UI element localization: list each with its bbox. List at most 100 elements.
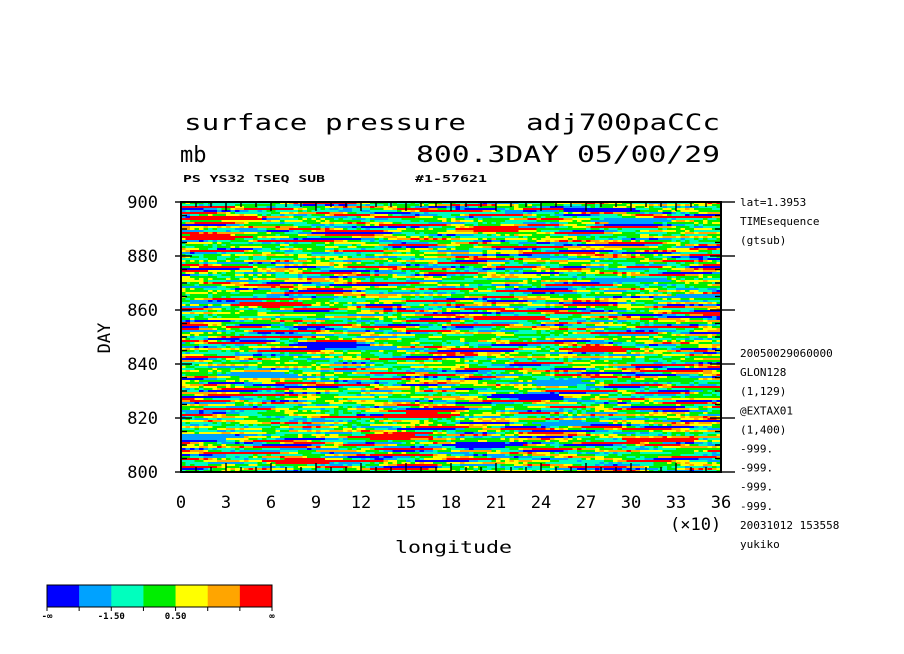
heatmap-cell — [487, 248, 493, 251]
heatmap-cell — [280, 272, 286, 275]
heatmap-cell — [635, 252, 641, 255]
heatmap-cell — [635, 226, 641, 229]
heatmap-cell — [563, 218, 569, 221]
heatmap-cell — [379, 280, 385, 283]
heatmap-cell — [599, 212, 605, 215]
heatmap-cell — [406, 220, 412, 223]
heatmap-cell — [496, 220, 502, 223]
heatmap-cell — [577, 208, 583, 211]
heatmap-cell — [590, 216, 596, 219]
heatmap-cell — [311, 272, 317, 275]
heatmap-cell — [509, 236, 515, 239]
heatmap-cell — [491, 208, 497, 211]
heatmap-cell — [257, 278, 263, 281]
heatmap-cell — [181, 276, 187, 279]
heatmap-cell — [248, 248, 254, 251]
heatmap-cell — [712, 216, 718, 219]
heatmap-cell — [676, 262, 682, 265]
heatmap-cell — [640, 250, 646, 253]
heatmap-cell — [514, 260, 520, 263]
heatmap-cell — [712, 280, 718, 283]
heatmap-cell — [271, 238, 277, 241]
heatmap-cell — [617, 270, 623, 273]
heatmap-cell — [316, 230, 322, 233]
heatmap-cell — [622, 272, 628, 275]
heatmap-cell — [446, 212, 452, 215]
heatmap-cell — [298, 278, 304, 281]
heatmap-cell — [361, 230, 367, 233]
heatmap-cell — [203, 266, 209, 269]
heatmap-cell — [482, 276, 488, 279]
heatmap-cell — [370, 268, 376, 271]
heatmap-cell — [284, 234, 290, 237]
heatmap-cell — [334, 216, 340, 219]
heatmap-cell — [271, 250, 277, 253]
heatmap-cell — [667, 252, 673, 255]
heatmap-cell — [482, 278, 488, 281]
heatmap-cell — [658, 272, 664, 275]
heatmap-cell — [410, 254, 416, 257]
heatmap-cell — [581, 216, 587, 219]
heatmap-cell — [307, 224, 313, 227]
heatmap-cell — [640, 224, 646, 227]
heatmap-cell — [343, 244, 349, 247]
heatmap-cell — [496, 202, 502, 205]
heatmap-cell — [257, 224, 263, 227]
heatmap-cell — [590, 224, 596, 227]
heatmap-cell — [320, 280, 326, 283]
heatmap-cell — [338, 272, 344, 275]
heatmap-cell — [622, 226, 628, 229]
heatmap-cell — [365, 240, 371, 243]
heatmap-cell — [442, 258, 448, 261]
heatmap-cell — [685, 278, 691, 281]
heatmap-cell — [541, 248, 547, 251]
heatmap-cell — [689, 238, 695, 241]
heatmap-cell — [473, 274, 479, 277]
heatmap-cell — [559, 282, 565, 285]
heatmap-cell — [316, 276, 322, 279]
heatmap-cell — [451, 206, 457, 209]
heatmap-cell — [554, 244, 560, 247]
heatmap-cell — [289, 272, 295, 275]
heatmap-cell — [635, 250, 641, 253]
heatmap-cell — [365, 276, 371, 279]
heatmap-cell — [185, 224, 191, 227]
heatmap-cell — [424, 240, 430, 243]
heatmap-cell — [613, 240, 619, 243]
heatmap-cell — [541, 234, 547, 237]
heatmap-cell — [532, 210, 538, 213]
heatmap-cell — [307, 254, 313, 257]
heatmap-cell — [388, 278, 394, 281]
heatmap-cell — [293, 232, 299, 235]
heatmap-cell — [280, 240, 286, 243]
heatmap-cell — [649, 220, 655, 223]
heatmap-cell — [374, 206, 380, 209]
heatmap-cell — [406, 278, 412, 281]
heatmap-cell — [325, 204, 331, 207]
heatmap-cell — [622, 242, 628, 245]
heatmap-cell — [374, 216, 380, 219]
heatmap-cell — [599, 274, 605, 277]
heatmap-cell — [550, 232, 556, 235]
heatmap-cell — [608, 276, 614, 279]
heatmap-cell — [293, 216, 299, 219]
heatmap-cell — [640, 242, 646, 245]
heatmap-cell — [577, 252, 583, 255]
heatmap-cell — [356, 280, 362, 283]
heatmap-cell — [433, 220, 439, 223]
heatmap-cell — [514, 278, 520, 281]
heatmap-cell — [338, 256, 344, 259]
heatmap-cell — [581, 262, 587, 265]
heatmap-cell — [496, 284, 502, 287]
heatmap-cell — [280, 232, 286, 235]
heatmap-cell — [545, 274, 551, 277]
heatmap-cell — [442, 240, 448, 243]
heatmap-cell — [707, 266, 713, 269]
heatmap-cell — [698, 218, 704, 221]
heatmap-cell — [289, 258, 295, 261]
heatmap-cell — [298, 282, 304, 285]
heatmap-cell — [437, 226, 443, 229]
heatmap-cell — [604, 272, 610, 275]
heatmap-cell — [491, 258, 497, 261]
heatmap-cell — [235, 228, 241, 231]
